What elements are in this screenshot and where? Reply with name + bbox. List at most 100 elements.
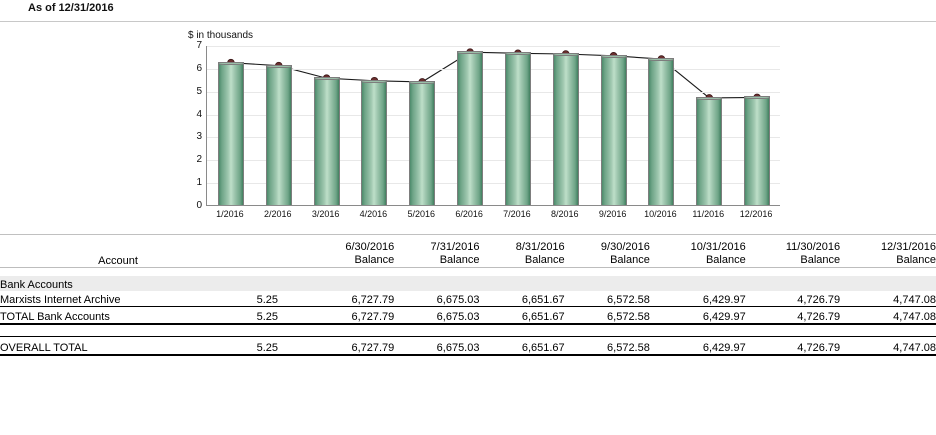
x-axis-tick: 7/2016 xyxy=(503,209,531,219)
y-axis-tick: 2 xyxy=(196,154,202,166)
account-name-cell: Marxists Internet Archive xyxy=(0,294,121,306)
chart-frame: $ in thousands 0 1 2 3 4 5 6 7 1/2016 2/2016 3/20… xyxy=(188,30,780,226)
x-axis-tick: 12/2016 xyxy=(739,209,773,219)
col-header-date: 7/31/2016 xyxy=(430,241,480,253)
balance-cell: 6,727.79 xyxy=(351,294,395,306)
plot-area xyxy=(206,46,780,206)
chart-bar-cap xyxy=(504,52,531,56)
chart-table-divider xyxy=(0,234,936,235)
col-header-sub: Balance xyxy=(439,254,480,266)
header-divider xyxy=(0,21,936,22)
chart-bar xyxy=(600,54,627,205)
x-axis-tick: 11/2016 xyxy=(692,209,725,219)
spacer-cell xyxy=(0,268,936,276)
x-axis-tick: 9/2016 xyxy=(598,209,627,219)
balance-cell: 4,747.08 xyxy=(893,294,936,306)
chart-bar xyxy=(217,61,244,205)
balance-cell: 6,675.03 xyxy=(436,294,480,306)
chart-bar-cap xyxy=(648,58,675,62)
y-axis-tick: 1 xyxy=(196,177,202,189)
x-axis-tick: 6/2016 xyxy=(455,209,483,219)
overall-total-cell: 6,675.03 xyxy=(394,336,480,356)
table-group-total-row: TOTAL Bank Accounts 5.25 6,727.79 6,675.03 6… xyxy=(0,306,936,325)
overall-total-cell: 4,747.08 xyxy=(840,336,936,356)
report-as-of-header: As of 12/31/2016 xyxy=(0,0,936,21)
table-spacer-row xyxy=(0,324,936,337)
grid-line xyxy=(207,183,780,185)
chart-plot-wrap: 0 1 2 3 4 5 6 7 1/2016 2/2016 3/2016 4/2016 5/2016 6… xyxy=(188,41,780,219)
chart-bar xyxy=(265,64,292,205)
group-total-cell: 6,429.97 xyxy=(649,306,746,325)
chart-bar xyxy=(744,96,771,205)
balance-table-region: Account 6/30/2016 Balance 7/31/2016 Balance 8… xyxy=(0,235,936,356)
x-axis-tick: 3/2016 xyxy=(311,209,340,219)
chart-bar xyxy=(313,77,340,205)
overall-total-cell: 6,572.58 xyxy=(564,336,650,356)
overall-total-cell: 6,727.79 xyxy=(309,336,395,356)
x-axis-tick: 5/2016 xyxy=(407,209,436,219)
col-header-date: 8/31/2016 xyxy=(515,241,565,253)
group-total-cell-clipped: 5.25 xyxy=(256,310,278,323)
balance-cell-clipped: 5.25 xyxy=(256,294,278,306)
chart-bar-cap xyxy=(600,54,627,58)
overall-total-cell-clipped: 5.25 xyxy=(256,341,278,354)
chart-bar-cap xyxy=(552,53,579,56)
overall-total-cell: 6,651.67 xyxy=(479,336,565,356)
spacer-cell xyxy=(0,324,936,337)
col-header-c4: 8/31/2016 Balance xyxy=(479,241,565,268)
col-header-c3: 7/31/2016 Balance xyxy=(394,241,480,268)
chart-bar-cap xyxy=(409,80,436,84)
x-axis-tick: 8/2016 xyxy=(550,209,579,219)
chart-units-label: $ in thousands xyxy=(188,30,254,41)
group-total-label: TOTAL Bank Accounts xyxy=(0,306,236,325)
group-total-cell: 6,675.03 xyxy=(394,306,480,325)
chart-bar-cap xyxy=(744,96,771,100)
col-header-date: 12/31/2016 xyxy=(880,241,936,253)
group-total-cell: 4,747.08 xyxy=(840,306,936,325)
grid-line xyxy=(207,46,780,47)
col-header-sub: Balance xyxy=(896,254,936,266)
overall-total-cell: 6,429.97 xyxy=(649,336,746,356)
col-header-account: Account xyxy=(0,241,236,268)
col-header-sub: Balance xyxy=(800,254,841,266)
chart-bar xyxy=(648,58,675,205)
chart-bar-cap xyxy=(265,64,292,68)
grid-line xyxy=(207,91,780,93)
col-header-c6: 10/31/2016 Balance xyxy=(649,241,746,268)
group-total-cell: 6,651.67 xyxy=(479,306,565,325)
table-overall-total-row: OVERALL TOTAL 5.25 6,727.79 6,675.03 6,651.6… xyxy=(0,336,936,356)
chart-bar xyxy=(552,53,579,205)
chart-bar-cap xyxy=(361,79,388,83)
col-header-c2: 6/30/2016 Balance xyxy=(309,241,395,268)
y-axis-tick: 6 xyxy=(196,62,202,74)
table-body: Bank Accounts Marxists Internet Archive 5.… xyxy=(0,268,936,356)
col-header-date: 11/30/2016 xyxy=(785,241,841,253)
col-header-sub: Balance xyxy=(354,254,395,266)
col-header-sub: Balance xyxy=(610,254,650,266)
chart-bar xyxy=(409,80,436,205)
table-group-row: Bank Accounts xyxy=(0,275,936,291)
overall-total-cell: 5.25 xyxy=(236,336,310,356)
as-of-label: As of 12/31/2016 xyxy=(28,2,114,14)
overall-total-label: OVERALL TOTAL xyxy=(0,336,236,356)
balance-table: Account 6/30/2016 Balance 7/31/2016 Balance 8… xyxy=(0,241,936,356)
y-axis-tick: 4 xyxy=(196,108,202,120)
col-header-date: 6/30/2016 xyxy=(345,241,395,253)
chart-bar-cap xyxy=(457,51,484,55)
chart-bar xyxy=(504,52,531,205)
col-header-c8: 12/31/2016 Balance xyxy=(840,241,936,268)
col-header-c7: 11/30/2016 Balance xyxy=(745,241,841,268)
y-axis-tick: 3 xyxy=(196,131,202,143)
col-header-c5: 9/30/2016 Balance xyxy=(564,241,650,268)
col-header-sub: Balance xyxy=(524,254,565,266)
balance-cell: 5.25 xyxy=(236,291,309,307)
group-label: Bank Accounts xyxy=(0,275,936,291)
table-row[interactable]: Marxists Internet Archive 5.25 6,727.79 6,6… xyxy=(0,291,936,307)
balance-cell: 6,572.58 xyxy=(607,294,650,306)
y-axis: 0 1 2 3 4 5 6 7 xyxy=(188,41,202,211)
grid-line xyxy=(207,114,780,116)
balance-cell: 4,726.79 xyxy=(797,294,841,306)
overall-total-cell: 4,726.79 xyxy=(745,336,841,356)
y-axis-tick: 7 xyxy=(196,40,202,51)
group-total-cell: 6,572.58 xyxy=(564,306,650,325)
